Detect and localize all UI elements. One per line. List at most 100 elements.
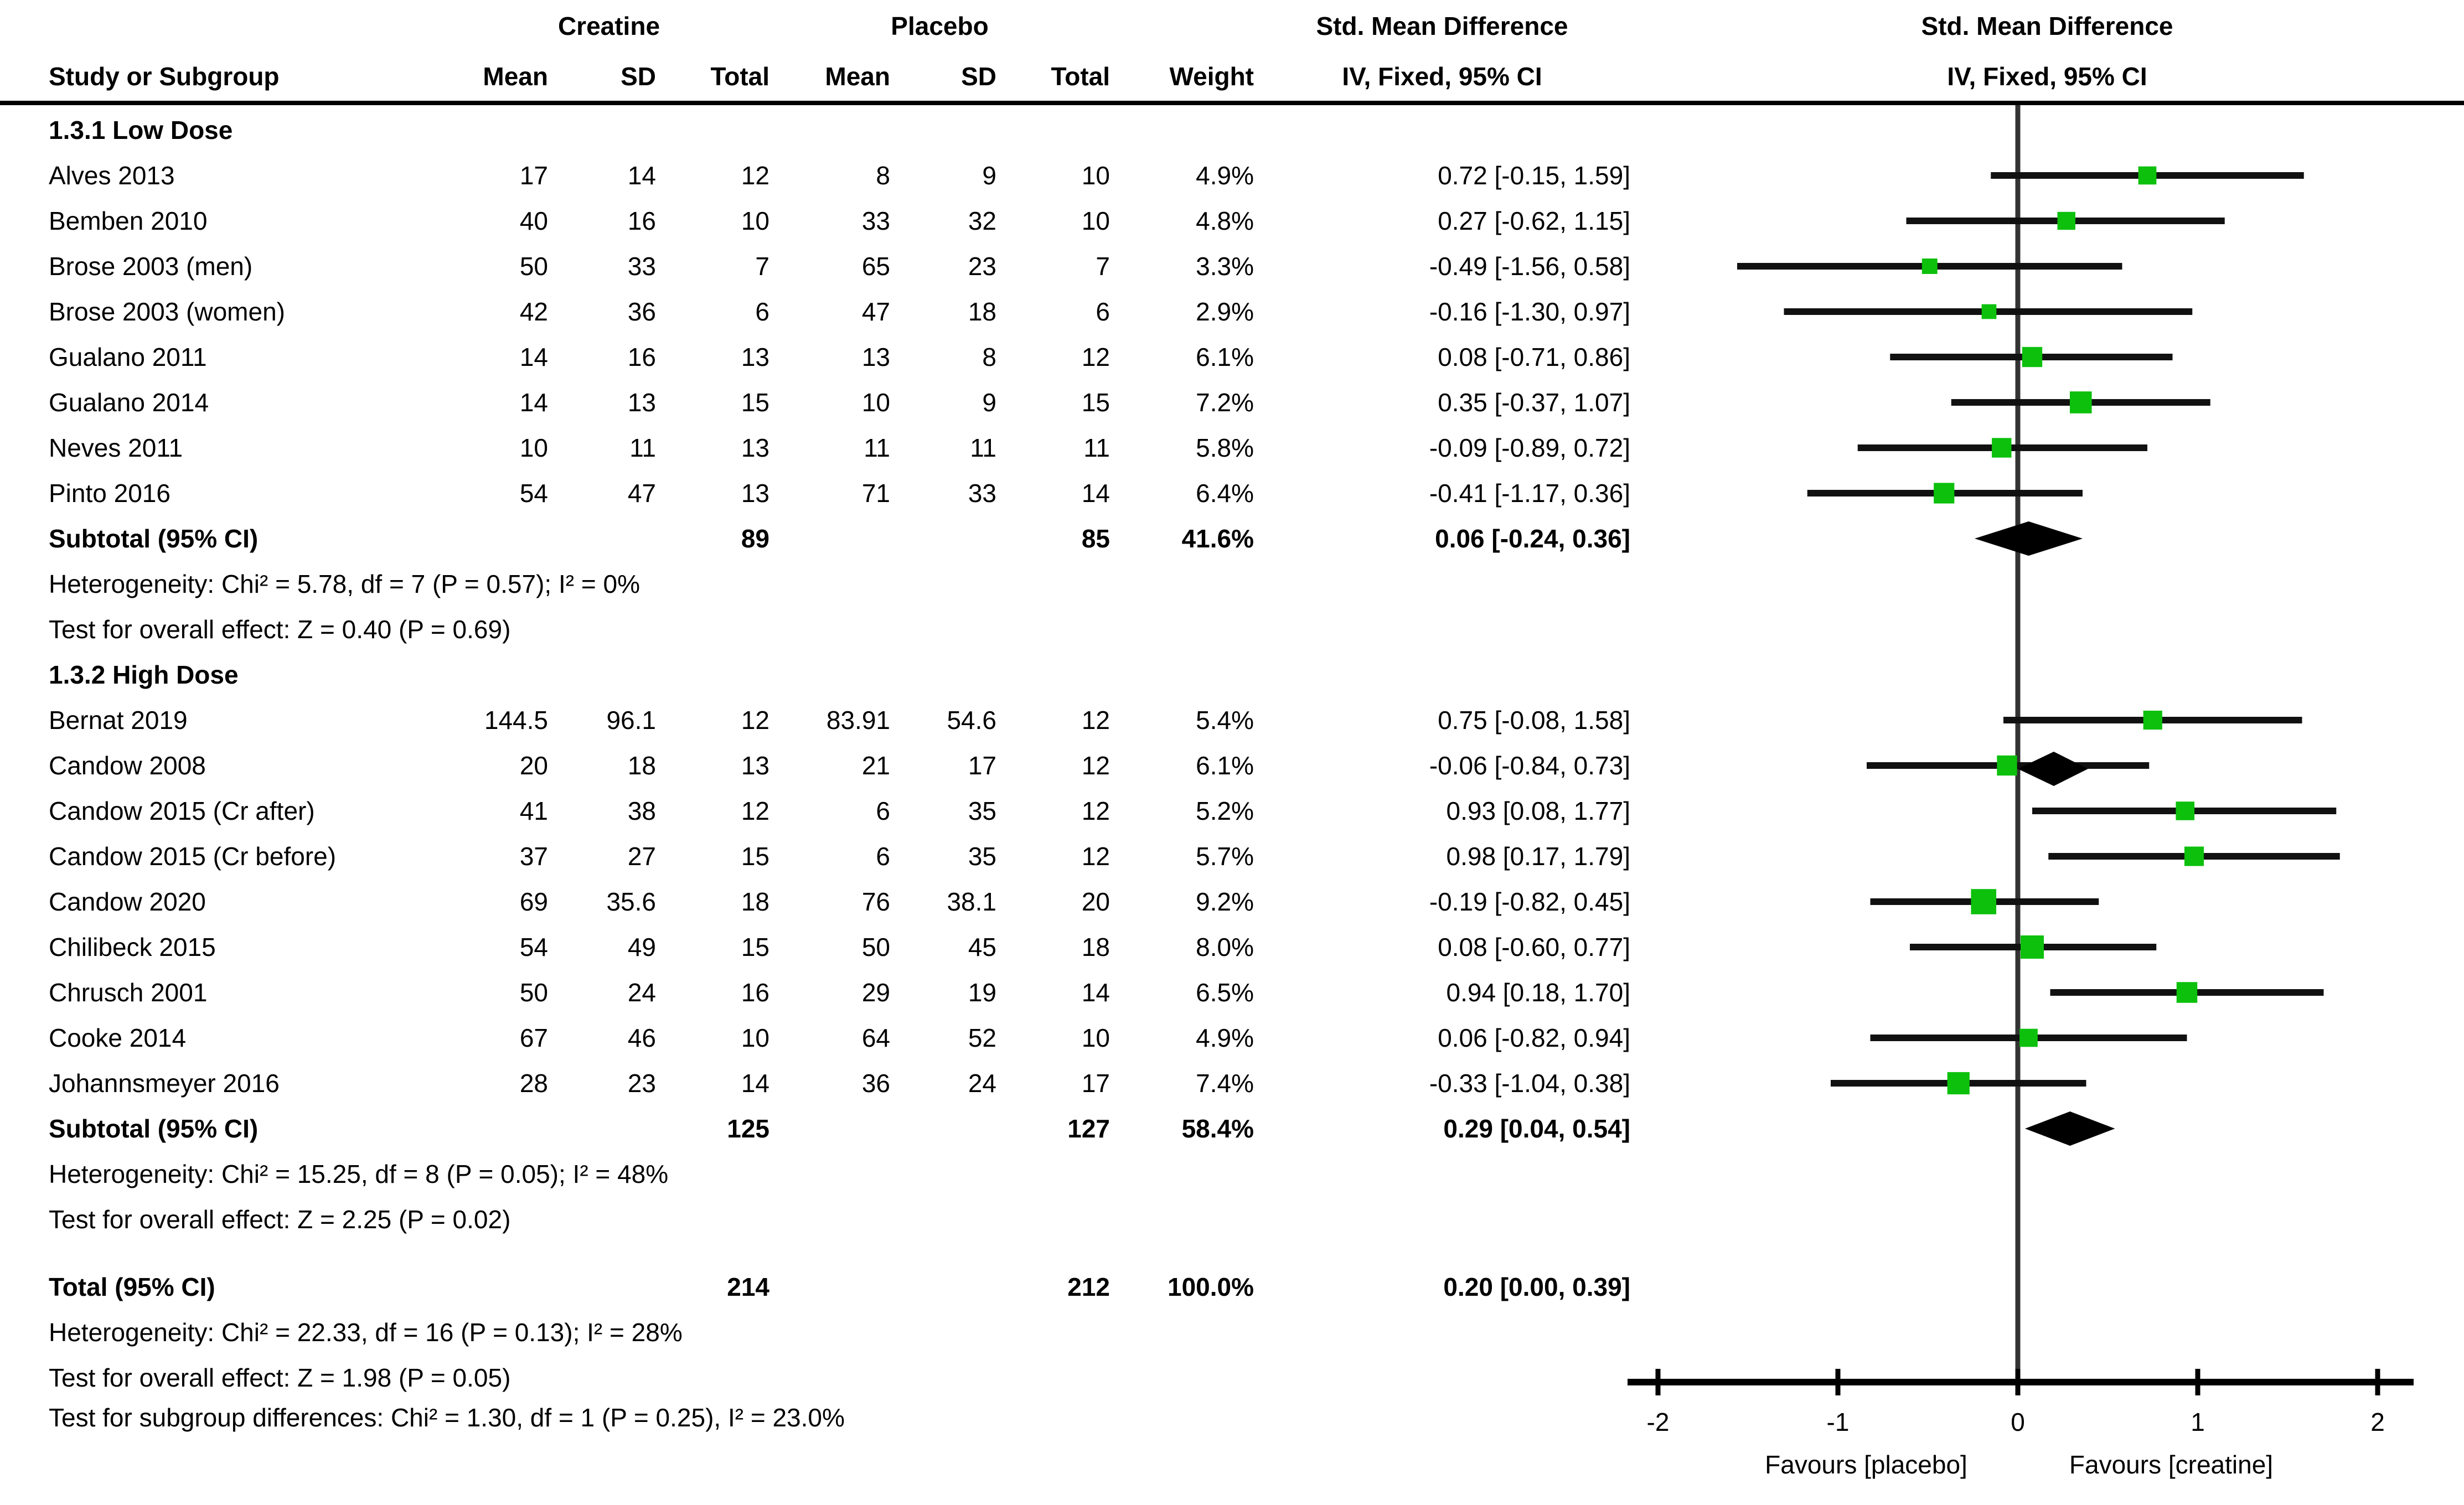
creatine-sd: 46 — [627, 1023, 656, 1052]
creatine-total: 14 — [741, 1069, 769, 1098]
placebo-sd: 32 — [968, 206, 996, 235]
study-name: Chrusch 2001 — [49, 978, 208, 1007]
creatine-sd: 96.1 — [606, 706, 656, 735]
total-row: Total (95% CI) 214 212 100.0% 0.20 [0.00, 0.… — [0, 1264, 2464, 1310]
placebo-total: 18 — [1081, 933, 1110, 961]
weight-value: 100.0% — [1167, 1273, 1254, 1301]
weight-value: 4.9% — [1196, 161, 1254, 190]
placebo-total: 6 — [1096, 297, 1110, 326]
smd-ci-text: -0.06 [-0.84, 0.73] — [1429, 751, 1630, 780]
creatine-total: 7 — [755, 252, 769, 281]
creatine-total: 12 — [741, 797, 769, 825]
smd-ci-text: -0.49 [-1.56, 0.58] — [1429, 252, 1630, 281]
study-name: Gualano 2011 — [49, 343, 207, 371]
placebo-total: 15 — [1081, 388, 1110, 417]
study-row: Candow 2015 (Cr before) 37 27 15 6 35 12 5.7% 0.… — [0, 834, 2464, 879]
creatine-mean: 10 — [519, 433, 548, 462]
placebo-sd: 17 — [968, 751, 996, 780]
placebo-group-header: Placebo — [891, 12, 989, 40]
favours-left-label: Favours [placebo] — [1765, 1450, 1967, 1479]
placebo-mean: 47 — [861, 297, 890, 326]
creatine-mean: 54 — [519, 479, 548, 508]
creatine-sd: 24 — [627, 978, 656, 1007]
smd-header-right: Std. Mean Difference — [1921, 12, 2173, 40]
weight-value: 4.9% — [1196, 1023, 1254, 1052]
weight-col-header: Weight — [1169, 62, 1254, 91]
placebo-mean: 21 — [861, 751, 890, 780]
placebo-mean: 36 — [861, 1069, 890, 1098]
study-name: Cooke 2014 — [49, 1023, 187, 1052]
placebo-mean: 83.91 — [826, 706, 890, 735]
study-name: Bemben 2010 — [49, 206, 208, 235]
smd-ci-text: 0.06 [-0.82, 0.94] — [1438, 1023, 1630, 1052]
study-name: Brose 2003 (women) — [49, 297, 285, 326]
creatine-total: 6 — [755, 297, 769, 326]
subgroup-header-row: 1.3.1 Low Dose — [0, 107, 2464, 153]
placebo-mean: 64 — [861, 1023, 890, 1052]
weight-value: 6.1% — [1196, 343, 1254, 371]
subgroup-title: 1.3.1 Low Dose — [49, 116, 233, 144]
creatine-mean: 14 — [519, 343, 548, 371]
study-row: Gualano 2011 14 16 13 13 8 12 6.1% 0.08 [-0.71, … — [0, 334, 2464, 380]
study-row: Bemben 2010 40 16 10 33 32 10 4.8% 0.27 [-0.62, … — [0, 198, 2464, 244]
placebo-total: 10 — [1081, 206, 1110, 235]
smd-ci-text: -0.16 [-1.30, 0.97] — [1429, 297, 1630, 326]
creatine-total: 12 — [741, 161, 769, 190]
smd-ci-text: 0.75 [-0.08, 1.58] — [1438, 706, 1630, 735]
creatine-mean: 28 — [519, 1069, 548, 1098]
smd-ci-text: 0.08 [-0.60, 0.77] — [1438, 933, 1630, 961]
creatine-total: 10 — [741, 206, 769, 235]
weight-value: 6.5% — [1196, 978, 1254, 1007]
placebo-total: 12 — [1081, 706, 1110, 735]
creatine-sd: 47 — [627, 479, 656, 508]
placebo-sd: 19 — [968, 978, 996, 1007]
placebo-mean: 6 — [876, 797, 890, 825]
creatine-mean: 50 — [519, 252, 548, 281]
creatine-mean: 40 — [519, 206, 548, 235]
placebo-sd: 45 — [968, 933, 996, 961]
study-name: Chilibeck 2015 — [49, 933, 216, 961]
placebo-total: 12 — [1081, 343, 1110, 371]
subgroup-differences-row: Test for subgroup differences: Chi² = 1.… — [0, 1400, 2464, 1435]
creatine-sd: 27 — [627, 842, 656, 871]
study-row: Cooke 2014 67 46 10 64 52 10 4.9% 0.06 [-0.82, 0… — [0, 1015, 2464, 1061]
weight-value: 7.4% — [1196, 1069, 1254, 1098]
study-name: Candow 2015 (Cr before) — [49, 842, 337, 871]
study-name: Johannsmeyer 2016 — [49, 1069, 280, 1098]
creatine-mean: 67 — [519, 1023, 548, 1052]
weight-value: 4.8% — [1196, 206, 1254, 235]
overall-effect-row: Test for overall effect: Z = 2.25 (P = 0… — [0, 1197, 2464, 1242]
placebo-total: 212 — [1067, 1273, 1110, 1301]
study-name: Neves 2011 — [49, 433, 183, 462]
placebo-mean: 71 — [861, 479, 890, 508]
study-row: Chilibeck 2015 54 49 15 50 45 18 8.0% 0.08 [-0.6… — [0, 924, 2464, 970]
heterogeneity-row: Heterogeneity: Chi² = 5.78, df = 7 (P = … — [0, 561, 2464, 607]
subtotal-row: Subtotal (95% CI) 89 85 41.6% 0.06 [-0.24, 0… — [0, 516, 2464, 561]
stat-text: Test for overall effect: Z = 2.25 (P = 0… — [49, 1205, 511, 1234]
placebo-total: 12 — [1081, 797, 1110, 825]
placebo-total: 10 — [1081, 161, 1110, 190]
smd-ci-text: 0.35 [-0.37, 1.07] — [1438, 388, 1630, 417]
study-name: Pinto 2016 — [49, 479, 171, 508]
smd-ci-text: -0.19 [-0.82, 0.45] — [1429, 887, 1630, 916]
pooled-label: Subtotal (95% CI) — [49, 524, 259, 553]
study-name: Gualano 2014 — [49, 388, 209, 417]
study-row: Brose 2003 (men) 50 33 7 65 23 7 3.3% -0.49 [-1.… — [0, 244, 2464, 289]
weight-value: 6.4% — [1196, 479, 1254, 508]
placebo-sd: 11 — [970, 433, 996, 462]
method-col-header-left: IV, Fixed, 95% CI — [1342, 62, 1542, 91]
subtotal-row: Subtotal (95% CI) 125 127 58.4% 0.29 [0.04, … — [0, 1106, 2464, 1151]
weight-value: 5.2% — [1196, 797, 1254, 825]
creatine-mean: 69 — [519, 887, 548, 916]
study-row: Pinto 2016 54 47 13 71 33 14 6.4% -0.41 [-1.17, … — [0, 470, 2464, 516]
heterogeneity-row: Heterogeneity: Chi² = 15.25, df = 8 (P =… — [0, 1151, 2464, 1197]
placebo-sd: 8 — [982, 343, 996, 371]
study-row: Bernat 2019 144.5 96.1 12 83.91 54.6 12 5.4% 0.7… — [0, 697, 2464, 743]
creatine-total-col-header: Total — [710, 62, 769, 91]
subgroup-title: 1.3.2 High Dose — [49, 660, 239, 689]
creatine-total: 13 — [741, 751, 769, 780]
overall-effect-row: Test for overall effect: Z = 0.40 (P = 0… — [0, 607, 2464, 652]
study-row: Gualano 2014 14 13 15 10 9 15 7.2% 0.35 [-0.37, … — [0, 380, 2464, 425]
study-row: Candow 2020 69 35.6 18 76 38.1 20 9.2% -0.19 [-0… — [0, 879, 2464, 924]
study-name: Candow 2008 — [49, 751, 206, 780]
